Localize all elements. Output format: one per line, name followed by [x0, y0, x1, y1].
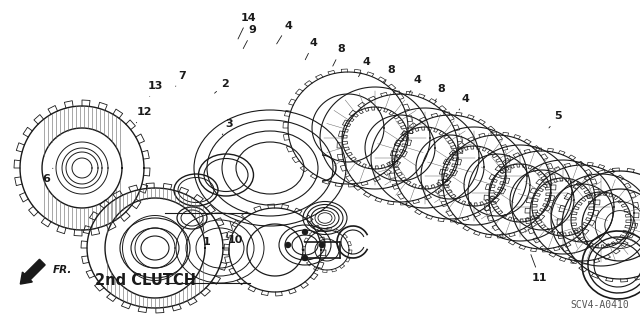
Text: SCV4-A0410: SCV4-A0410 [571, 300, 629, 310]
Text: 2nd CLUTCH: 2nd CLUTCH [95, 273, 196, 288]
Text: 10: 10 [228, 221, 243, 245]
Text: 5: 5 [549, 111, 562, 128]
Text: 13: 13 [147, 81, 163, 96]
Circle shape [303, 256, 307, 261]
Text: 4: 4 [276, 20, 292, 44]
Text: 4: 4 [409, 75, 421, 93]
Text: 12: 12 [136, 107, 152, 123]
Text: 11: 11 [531, 255, 547, 283]
Circle shape [285, 242, 291, 248]
Text: 8: 8 [333, 44, 345, 66]
Text: 14: 14 [238, 12, 256, 39]
Text: 1: 1 [202, 223, 210, 247]
Text: 4: 4 [358, 57, 371, 77]
Circle shape [303, 229, 307, 234]
Text: 8: 8 [384, 64, 396, 84]
Text: 2: 2 [214, 78, 229, 93]
Text: FR.: FR. [52, 265, 72, 275]
Text: 4: 4 [459, 94, 470, 110]
Text: 9: 9 [243, 25, 257, 48]
Text: 4: 4 [305, 38, 317, 60]
FancyArrow shape [20, 259, 45, 284]
Text: 8: 8 [435, 84, 445, 101]
Circle shape [319, 242, 324, 248]
Text: 7: 7 [175, 71, 186, 86]
Text: 3: 3 [222, 119, 233, 135]
Text: 6: 6 [42, 168, 53, 184]
